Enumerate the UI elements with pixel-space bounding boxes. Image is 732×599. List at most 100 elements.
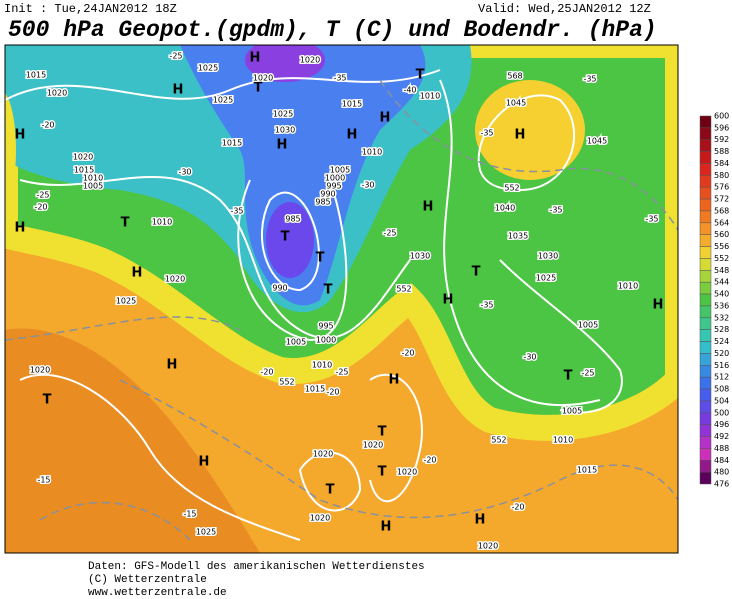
scale-label: 500: [714, 408, 729, 417]
contour-label: -25: [335, 368, 348, 377]
color-swatch: [699, 210, 712, 224]
color-swatch: [699, 341, 712, 354]
footer-line: (C) Wetterzentrale: [88, 574, 207, 586]
contour-label: 1005: [83, 182, 103, 191]
contour-label: -30: [523, 353, 536, 362]
color-swatch: [699, 198, 712, 212]
contour-label: 1030: [538, 252, 558, 261]
contour-label: 1020: [165, 275, 185, 284]
contour-label: 1010: [553, 436, 573, 445]
contour-label: 1010: [362, 148, 382, 157]
color-swatch: [699, 270, 712, 283]
contour-label: 985: [315, 198, 330, 207]
pressure-center: T: [378, 465, 387, 480]
color-swatch: [699, 471, 712, 485]
contour-label: 552: [396, 285, 411, 294]
isobar: [237, 179, 348, 342]
contour-label: -15: [37, 476, 50, 485]
contour-label: 985: [285, 215, 300, 224]
contour-label: 1025: [273, 110, 293, 119]
pressure-center: H: [250, 51, 261, 66]
contour-label: 1020: [30, 366, 50, 375]
contour-label: 1020: [363, 441, 383, 450]
contour-label: 1020: [73, 153, 93, 162]
color-swatch: [699, 293, 712, 307]
scale-label: 600: [714, 112, 729, 121]
color-swatch: [699, 353, 712, 366]
color-swatch: [699, 305, 712, 319]
contour-label: 1025: [198, 64, 218, 73]
isobar: [5, 69, 441, 101]
contour-label: -25: [36, 191, 49, 200]
temperature-line: [119, 379, 678, 519]
contour-label: 995: [326, 182, 341, 191]
contour-label: 552: [504, 184, 519, 193]
scale-label: 556: [714, 242, 729, 251]
scale-label: 576: [714, 183, 729, 192]
color-swatch: [699, 163, 712, 176]
contour-label: 990: [272, 284, 287, 293]
contour-label: -25: [581, 369, 594, 378]
contour-label: 1025: [116, 297, 136, 306]
scale-label: 584: [714, 159, 729, 168]
scale-label: 488: [714, 444, 729, 453]
color-swatch: [699, 222, 712, 235]
pressure-center: H: [389, 373, 400, 388]
pressure-center: T: [316, 251, 325, 266]
map-frame: [4, 44, 679, 554]
contour-label: 1025: [213, 96, 233, 105]
isobar: [19, 373, 301, 541]
color-swatch: [699, 400, 712, 414]
contour-label: -25: [383, 229, 396, 238]
color-swatch: [699, 329, 712, 342]
scale-label: 496: [714, 420, 729, 429]
contour-label: 1015: [222, 139, 242, 148]
contour-label: 1040: [495, 204, 515, 213]
scale-label: 528: [714, 325, 729, 334]
color-swatch: [699, 139, 712, 152]
contour-label: -35: [480, 129, 493, 138]
color-swatch: [699, 388, 712, 402]
scale-label: 540: [714, 290, 729, 299]
color-swatch: [699, 186, 712, 200]
contour-label: 1045: [506, 99, 526, 108]
temperature-line: [39, 501, 191, 541]
pressure-center: T: [416, 68, 425, 83]
pressure-center: T: [472, 265, 481, 280]
scale-label: 568: [714, 206, 729, 215]
contour-label: 1010: [420, 92, 440, 101]
color-swatch: [699, 175, 712, 188]
pressure-center: H: [380, 111, 391, 126]
pressure-center: T: [378, 425, 387, 440]
scale-label: 572: [714, 195, 729, 204]
scale-label: 548: [714, 266, 729, 275]
isobar: [19, 175, 411, 339]
contour-label: 1020: [478, 542, 498, 551]
contour-label: 990: [320, 190, 335, 199]
pressure-center: H: [653, 298, 664, 313]
contour-label: -35: [333, 74, 346, 83]
contour-label: 1020: [47, 89, 67, 98]
contour-label: -20: [326, 388, 339, 397]
contour-label: -20: [423, 456, 436, 465]
color-swatch: [699, 234, 712, 247]
yellow-ridge: [475, 80, 585, 180]
scale-label: 476: [714, 480, 729, 489]
contour-label: 1015: [305, 385, 325, 394]
color-swatch: [699, 365, 712, 378]
contour-label: 1045: [587, 137, 607, 146]
contour-label: -30: [361, 181, 374, 190]
scale-label: 560: [714, 230, 729, 239]
contour-label: -20: [41, 121, 54, 130]
contour-label: 552: [491, 436, 506, 445]
temperature-line: [5, 316, 241, 341]
scale-label: 592: [714, 135, 729, 144]
isobar: [439, 79, 601, 407]
scale-label: 492: [714, 432, 729, 441]
contour-label: 568: [507, 72, 522, 81]
pressure-center: H: [15, 128, 26, 143]
contour-label: -25: [169, 52, 182, 61]
color-swatch: [699, 258, 712, 271]
